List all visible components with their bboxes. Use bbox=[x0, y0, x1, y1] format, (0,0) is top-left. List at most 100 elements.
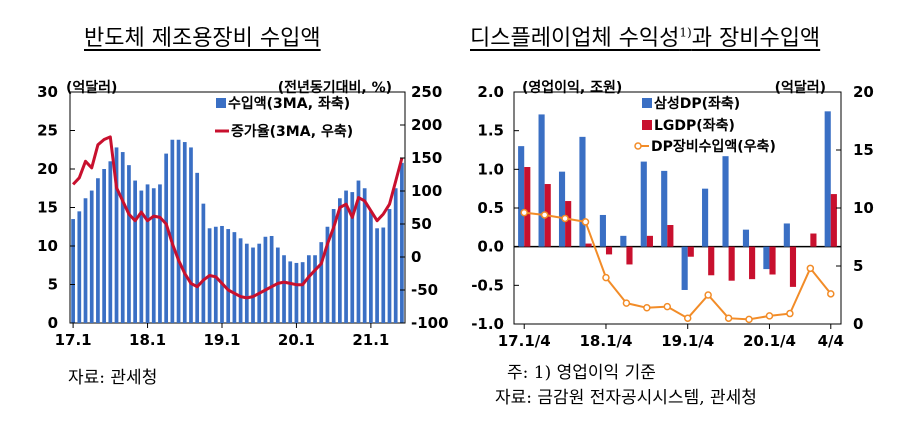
right-line-marker bbox=[540, 211, 549, 219]
left-bar-import bbox=[319, 242, 324, 323]
right-xtick-label: 17.1/4 bbox=[498, 332, 551, 350]
left-bar-import bbox=[89, 190, 94, 323]
right-line-marker bbox=[663, 302, 672, 311]
left-bar-import bbox=[133, 180, 137, 323]
left-bar-import bbox=[275, 247, 280, 323]
left-bar-import bbox=[257, 243, 262, 323]
left-ytick-left-label: 0 bbox=[48, 314, 58, 332]
right-line-marker bbox=[683, 314, 692, 322]
right-chart-note: 주: 1) 영업이익 기준 bbox=[507, 363, 656, 383]
left-ytick-right-label: 100 bbox=[411, 182, 442, 200]
left-bar-import bbox=[294, 262, 299, 323]
left-bar-import bbox=[232, 232, 237, 323]
right-bar-lg bbox=[810, 233, 817, 247]
right-ytick-right-label: 0 bbox=[853, 315, 863, 333]
left-bar-import bbox=[251, 247, 255, 323]
left-bar-import bbox=[300, 262, 305, 323]
left-bar-import bbox=[96, 178, 100, 323]
left-bar-import bbox=[108, 161, 113, 323]
left-bar-import bbox=[375, 228, 379, 323]
right-bar-samsung bbox=[620, 235, 627, 247]
right-line-marker bbox=[745, 315, 753, 324]
left-bar-import bbox=[83, 198, 88, 323]
left-bar-import bbox=[325, 226, 330, 323]
right-bar-samsung bbox=[742, 229, 750, 247]
right-bar-lg bbox=[605, 246, 613, 255]
left-bar-import bbox=[306, 255, 311, 323]
right-bar-lg bbox=[830, 194, 837, 247]
right-bar-samsung bbox=[661, 170, 668, 247]
left-bar-import bbox=[189, 147, 193, 323]
right-line-marker bbox=[643, 304, 651, 312]
right-ytick-right-label: 10 bbox=[853, 199, 874, 217]
left-bar-import bbox=[269, 235, 274, 323]
right-ytick-left-label: 1.0 bbox=[477, 160, 504, 178]
left-ytick-right-label: -50 bbox=[411, 281, 438, 299]
left-bar-import bbox=[288, 261, 293, 323]
right-bar-lg bbox=[646, 235, 653, 247]
right-bar-samsung bbox=[783, 223, 790, 247]
left-legend-bar-label: 수입액(3MA, 좌축) bbox=[228, 95, 350, 112]
right-legend-lg-swatch bbox=[642, 120, 652, 130]
left-bar-import bbox=[158, 184, 162, 323]
left-bar-import bbox=[313, 255, 317, 323]
left-bar-import bbox=[127, 165, 131, 323]
right-bar-lg bbox=[524, 167, 531, 247]
right-line-marker bbox=[786, 309, 794, 318]
left-xtick-label: 21.1 bbox=[352, 331, 389, 349]
left-chart-left-unit: (억달러) bbox=[66, 80, 117, 96]
right-ytick-left-label: -1.0 bbox=[471, 315, 504, 333]
left-bar-import bbox=[164, 153, 169, 323]
right-xtick-label: 19.1/4 bbox=[661, 332, 714, 350]
left-bar-import bbox=[114, 147, 119, 323]
right-ytick-right-label: 20 bbox=[853, 83, 874, 101]
right-ytick-left-label: 0.0 bbox=[477, 238, 504, 256]
left-xtick-label: 19.1 bbox=[203, 331, 240, 349]
left-ytick-left-label: 30 bbox=[37, 83, 58, 101]
left-bar-import bbox=[213, 226, 218, 323]
right-line-marker bbox=[520, 208, 528, 217]
left-bar-import bbox=[356, 180, 361, 323]
left-chart-plot: 0 5 10 15 20 25 30 -100 -50 0 50 100 150 200 250 17.1 18… bbox=[37, 83, 448, 349]
right-title-footnote-mark: 1) bbox=[679, 25, 692, 40]
left-bar-import bbox=[263, 236, 268, 323]
right-ytick-left-label: 0.5 bbox=[477, 199, 504, 217]
right-bar-samsung bbox=[599, 214, 606, 247]
left-bar-import bbox=[102, 169, 106, 323]
left-ytick-right-label: 0 bbox=[411, 248, 421, 266]
right-line-equipment bbox=[524, 211, 832, 321]
right-legend-samsung-label: 삼성DP(좌축) bbox=[654, 96, 740, 112]
right-bar-samsung bbox=[722, 156, 729, 247]
right-xtick-label: 20.1/4 bbox=[743, 332, 796, 350]
right-legend-line-label: DP장비수입액(우축) bbox=[651, 138, 776, 155]
left-ytick-left-label: 15 bbox=[37, 199, 58, 217]
left-ytick-left-label: 10 bbox=[37, 237, 58, 255]
right-bar-samsung bbox=[538, 114, 545, 247]
left-bar-import bbox=[170, 139, 175, 323]
left-bar-import bbox=[400, 162, 404, 323]
left-bar-import bbox=[71, 219, 75, 323]
right-line-marker bbox=[765, 312, 774, 320]
left-bar-import bbox=[151, 188, 156, 323]
left-bar-import bbox=[331, 209, 336, 323]
left-ytick-left-label: 5 bbox=[48, 276, 58, 294]
left-ytick-right-label: 50 bbox=[411, 215, 432, 233]
right-line-marker bbox=[704, 291, 712, 299]
right-chart-left-unit: (영업이익, 조원) bbox=[522, 79, 622, 96]
left-bar-import bbox=[381, 227, 386, 323]
right-chart-right-unit: (억달러) bbox=[775, 80, 826, 96]
right-legend-line-marker bbox=[634, 142, 642, 150]
right-bar-lg bbox=[565, 201, 572, 247]
right-chart-plot: -1.0 -0.5 0.0 0.5 1.0 1.5 2.0 0 5 10 15 20 17.1/4 18.… bbox=[471, 83, 874, 350]
left-bar-import bbox=[344, 190, 348, 323]
left-bar-import bbox=[195, 172, 200, 323]
right-bar-lg bbox=[687, 246, 694, 257]
left-legend-line-label: 증가율(3MA, 우축) bbox=[231, 123, 353, 140]
right-bar-samsung bbox=[518, 146, 525, 247]
left-ytick-right-label: -100 bbox=[411, 314, 449, 332]
left-bar-import bbox=[393, 188, 398, 323]
right-bar-samsung bbox=[763, 246, 770, 270]
right-bar-lg bbox=[789, 246, 797, 287]
left-bar-import bbox=[350, 192, 355, 323]
